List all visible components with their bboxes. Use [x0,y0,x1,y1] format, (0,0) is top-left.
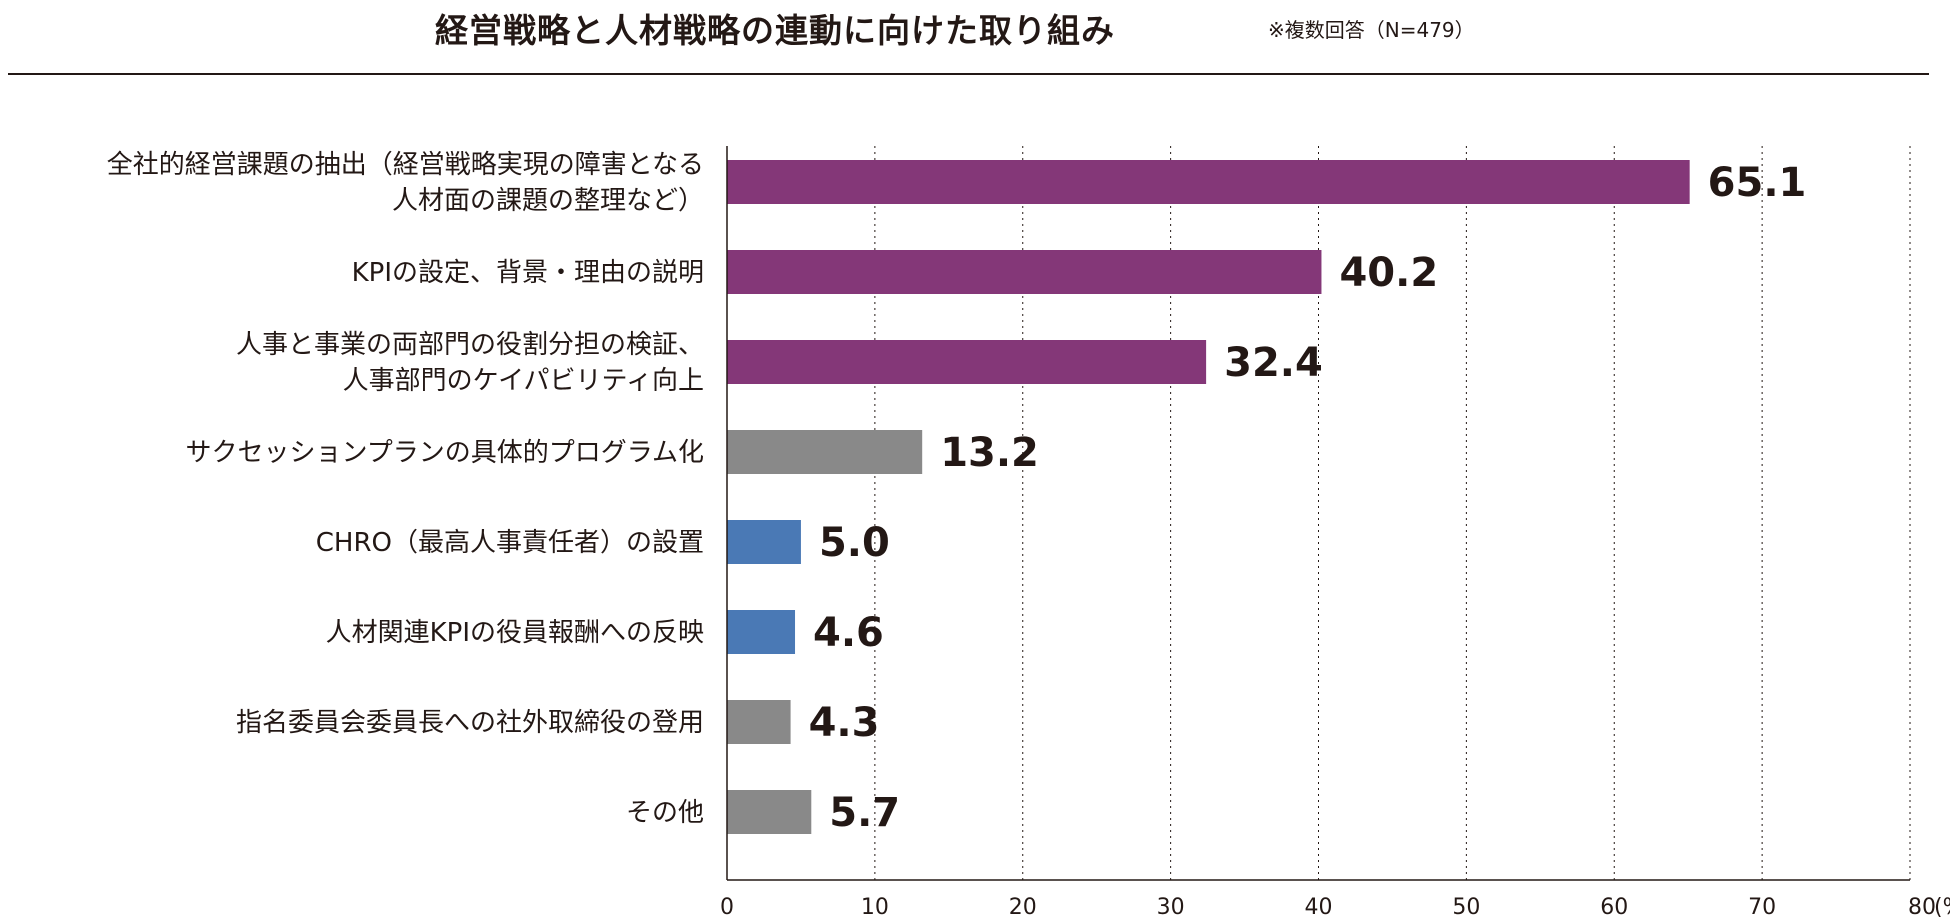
category-label: その他 [626,798,704,828]
chart-title: 経営戦略と人材戦略の連動に向けた取り組み [435,11,1115,50]
category-label: KPIの設定、背景・理由の説明 [352,258,704,288]
category-label: 全社的経営課題の抽出（経営戦略実現の障害となる [107,150,704,180]
value-label: 65.1 [1708,160,1807,206]
tick-label: 70 [1748,895,1776,920]
bar [727,340,1207,384]
bar [727,700,791,744]
bar [727,250,1322,294]
bar [727,520,801,564]
tick-label: 30 [1157,895,1185,920]
category-label: 人材関連KPIの役員報酬への反映 [326,618,704,648]
tick-label: 20 [1009,895,1037,920]
tick-label: 80 [1908,895,1936,920]
bar [727,790,812,834]
tick-label: 60 [1600,895,1628,920]
value-label: 40.2 [1339,250,1438,296]
tick-label: 10 [861,895,889,920]
value-label: 5.0 [819,520,890,566]
value-label: 4.3 [809,700,880,746]
tick-label: 40 [1305,895,1333,920]
bar [727,430,923,474]
respondent-note: ※複数回答（N=479） [1268,18,1475,42]
bar [727,160,1690,204]
category-label: 指名委員会委員長への社外取締役の登用 [236,708,704,738]
tick-label: 50 [1452,895,1480,920]
value-label: 4.6 [813,610,884,656]
category-label: 人事と事業の両部門の役割分担の検証、 [236,330,704,360]
title-divider [8,73,1929,75]
value-label: 5.7 [829,790,900,836]
category-label: 人材面の課題の整理など） [392,186,704,216]
tick-label: 0 [720,895,734,920]
x-unit-label: (%) [1934,895,1950,920]
category-label: サクセッションプランの具体的プログラム化 [186,438,704,468]
category-label: CHRO（最高人事責任者）の設置 [316,528,704,558]
category-label: 人事部門のケイパビリティ向上 [343,366,704,396]
value-label: 32.4 [1224,340,1323,386]
value-label: 13.2 [940,430,1039,476]
bar [727,610,796,654]
